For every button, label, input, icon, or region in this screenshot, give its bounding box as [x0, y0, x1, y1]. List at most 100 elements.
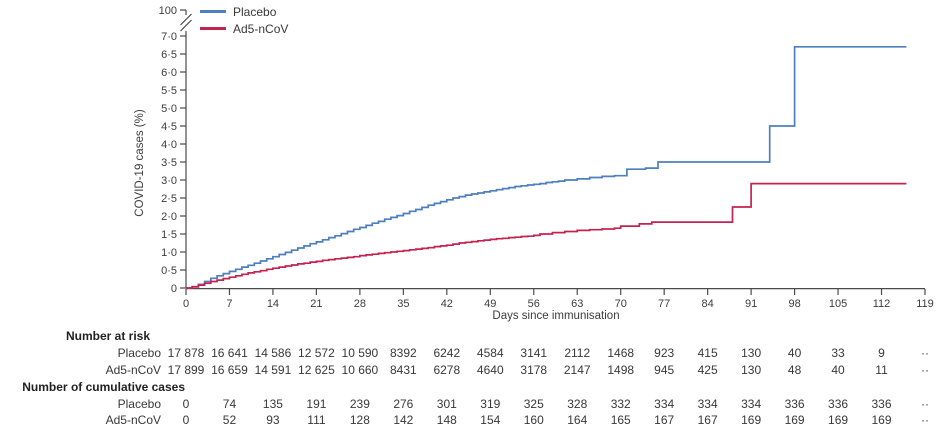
y-tick-label: 4·0: [161, 139, 177, 151]
x-tick-label: 56: [528, 298, 540, 310]
cases-value: 334: [697, 397, 718, 411]
risk-value: 6278: [433, 363, 461, 377]
risk-value: 4584: [476, 346, 504, 360]
cases-value: 160: [523, 413, 544, 425]
x-tick-label: 63: [571, 298, 583, 310]
cases-value: 74: [222, 397, 237, 411]
risk-value: 48: [787, 363, 802, 377]
cases-value: 169: [828, 413, 849, 425]
series-curve-placebo: [186, 45, 907, 289]
y-tick-label: 5·0: [161, 103, 177, 115]
cases-value: 276: [393, 397, 414, 411]
cases-row-label-ad5ncov: Ad5-nCoV: [105, 413, 161, 425]
x-tick-label: 91: [745, 298, 757, 310]
cases-value: 167: [654, 413, 675, 425]
legend-item-placebo: Placebo: [200, 3, 288, 20]
y-axis-title: COVID-19 cases (%): [134, 109, 146, 217]
y-tick-label: 2·5: [161, 193, 177, 205]
risk-value: 10 660: [341, 363, 379, 377]
cases-value: 169: [741, 413, 762, 425]
y-tick-label: 4·5: [161, 121, 177, 133]
risk-value: 11: [875, 363, 888, 377]
cases-value: 301: [436, 397, 457, 411]
risk-value: 40: [787, 346, 802, 360]
x-tick-label: 84: [702, 298, 714, 310]
cases-value: ··: [921, 397, 929, 411]
cases-value: 336: [828, 397, 849, 411]
x-tick-label: 77: [658, 298, 670, 310]
risk-value: 4640: [476, 363, 504, 377]
risk-value: 3141: [520, 346, 548, 360]
cases-value: 165: [610, 413, 631, 425]
cases-value: 154: [480, 413, 501, 425]
risk-value: 425: [697, 363, 718, 377]
cases-value: 93: [266, 413, 280, 425]
x-tick-label: 112: [873, 298, 891, 310]
cases-row-label-placebo: Placebo: [117, 397, 161, 411]
y-tick-label: 3·0: [161, 175, 177, 187]
risk-value: 10 590: [341, 346, 379, 360]
axis-break-slash-icon: [180, 13, 192, 26]
risk-value: 1468: [607, 346, 635, 360]
cases-value: 334: [741, 397, 762, 411]
cases-value: 328: [567, 397, 588, 411]
chart-canvas: 100 0 0·5 1·0 1·5 2·0 2·5 3·0 3·5 4·0 4·5 5·0 5·5 6·0…: [159, 5, 934, 310]
cases-value: 336: [871, 397, 892, 411]
cases-value: 319: [480, 397, 501, 411]
risk-value: 130: [741, 346, 762, 360]
risk-value: 17 899: [167, 363, 205, 377]
y-tick-label: 6·5: [161, 49, 177, 61]
risk-value: 16 659: [211, 363, 248, 377]
cases-value: 135: [262, 397, 283, 411]
legend-label-placebo: Placebo: [233, 4, 277, 19]
x-tick-label: 42: [441, 298, 453, 310]
cases-value: 325: [523, 397, 544, 411]
risk-value: 17 878: [167, 346, 205, 360]
x-tick-label: 21: [310, 298, 322, 310]
risk-value: 9: [878, 346, 885, 360]
risk-value: 8431: [389, 363, 417, 377]
risk-value: 14 591: [254, 363, 292, 377]
risk-value: 2147: [563, 363, 591, 377]
x-axis-title: Days since immunisation: [492, 310, 620, 322]
y-tick-label: 2·0: [161, 211, 177, 223]
risk-row-label-ad5ncov: Ad5-nCoV: [105, 363, 161, 377]
cumulative-cases-header: Number of cumulative cases: [22, 380, 185, 394]
cases-value: 169: [871, 413, 892, 425]
cases-value: 111: [307, 413, 326, 425]
risk-value: 2112: [564, 346, 591, 360]
legend-label-ad5ncov: Ad5-nCoV: [233, 21, 289, 36]
x-tick-label: 0: [183, 298, 189, 310]
y-tick-label: 1·5: [161, 229, 177, 241]
y-tick-label: 0·5: [161, 265, 177, 277]
cases-value: 239: [349, 397, 370, 411]
placebo-line-swatch-icon: [200, 10, 226, 13]
y-tick-label: 7·0: [161, 31, 177, 43]
cases-value: 336: [784, 397, 805, 411]
risk-value: 130: [741, 363, 762, 377]
risk-value: 6242: [433, 346, 461, 360]
cases-value: 164: [567, 413, 588, 425]
cases-value: 167: [697, 413, 718, 425]
y-tick-label: 0: [171, 283, 177, 295]
cases-value: ··: [921, 413, 929, 425]
x-tick-label: 70: [615, 298, 627, 310]
x-tick-label: 98: [788, 298, 800, 310]
x-tick-label: 28: [354, 298, 366, 310]
risk-value: 8392: [389, 346, 417, 360]
y-tick-label-100: 100: [159, 5, 177, 17]
risk-value: 12 625: [298, 363, 335, 377]
x-tick-label: 7: [226, 298, 232, 310]
x-tick-label: 105: [829, 298, 847, 310]
chart-legend: Placebo Ad5-nCoV: [200, 3, 288, 37]
risk-value: 3178: [520, 363, 548, 377]
cases-value: 52: [222, 413, 237, 425]
ad5ncov-line-swatch-icon: [200, 27, 226, 30]
risk-value: 923: [654, 346, 675, 360]
cases-value: 0: [182, 397, 190, 411]
x-tick-label: 119: [916, 298, 934, 310]
legend-item-ad5ncov: Ad5-nCoV: [200, 20, 288, 37]
risk-row-label-placebo: Placebo: [117, 346, 161, 360]
x-tick-label: 35: [397, 298, 409, 310]
risk-value: ··: [921, 363, 929, 377]
